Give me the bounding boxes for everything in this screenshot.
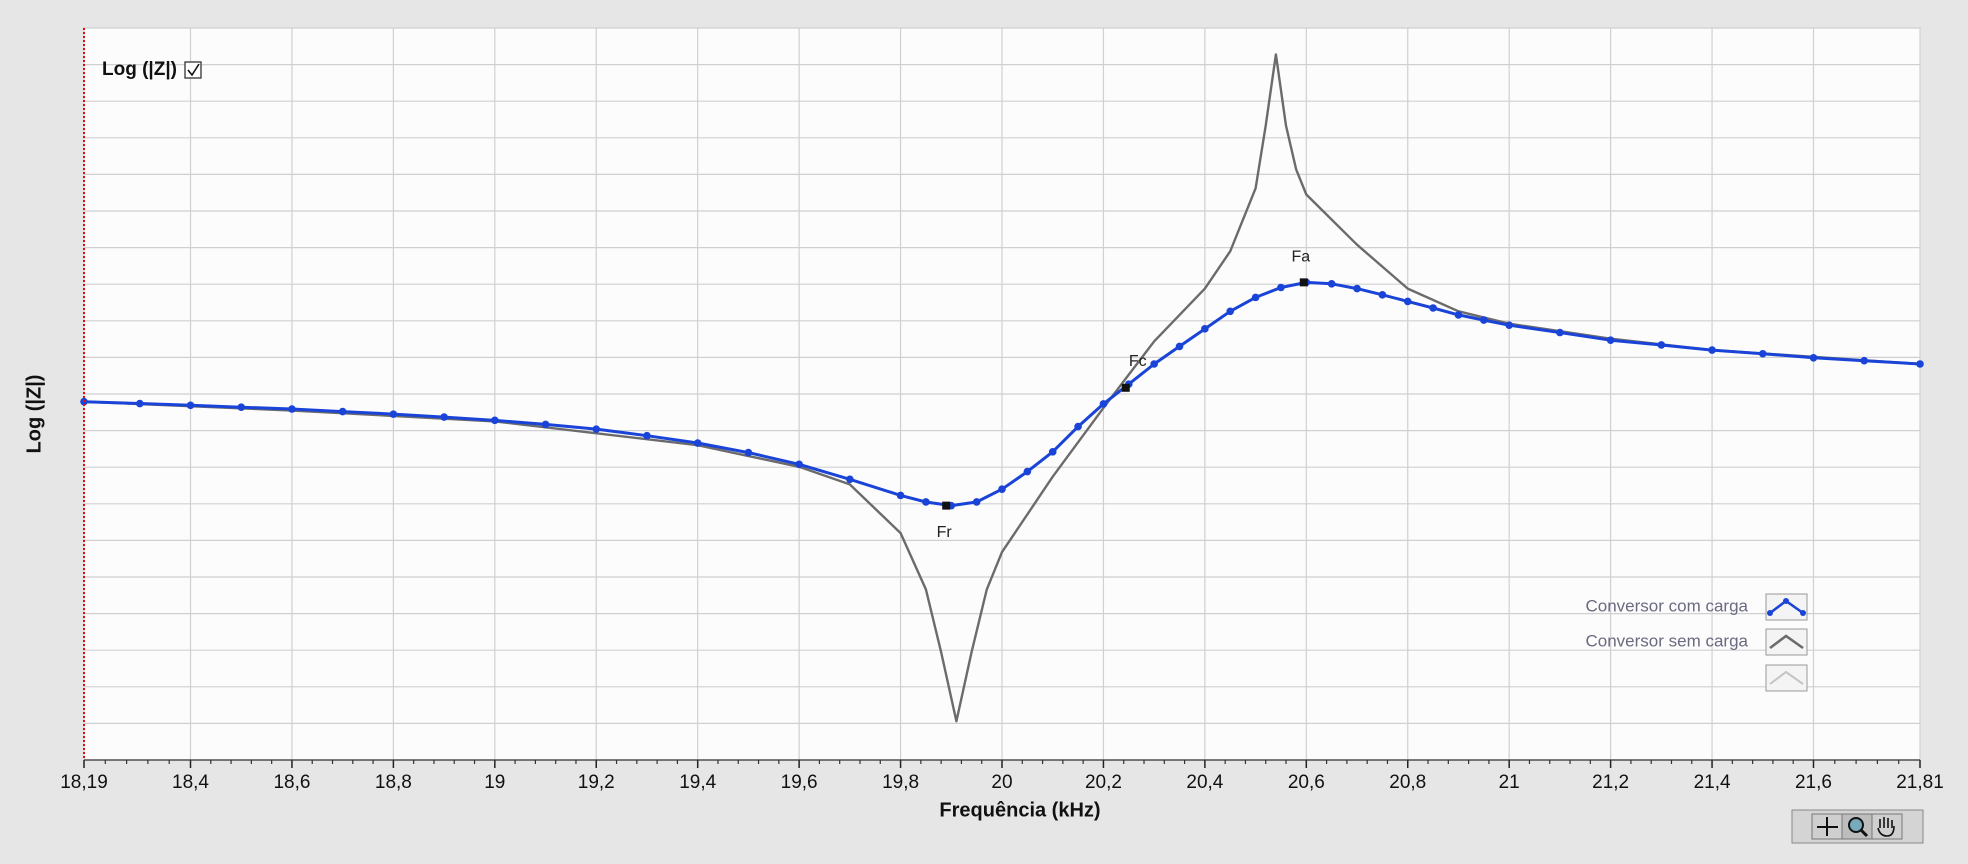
data-point	[1708, 346, 1716, 354]
legend-line	[1769, 634, 1804, 650]
data-point	[1860, 356, 1869, 365]
cursor-icon	[1817, 817, 1838, 836]
legend-marker	[1767, 610, 1773, 616]
x-tick-label: 19,6	[781, 772, 818, 793]
toolbar	[1791, 809, 1924, 844]
x-tick-label: 20,4	[1186, 772, 1223, 793]
x-tick-label: 21,81	[1896, 772, 1944, 793]
data-point	[237, 403, 246, 411]
annotation-marker	[942, 501, 951, 510]
x-tick-label: 19,8	[882, 772, 919, 793]
data-point	[744, 448, 753, 457]
data-point	[1099, 400, 1108, 408]
legend-marker	[1800, 610, 1806, 616]
x-axis-label: Frequência (kHz)	[939, 799, 1100, 821]
x-tick-label: 19	[484, 772, 505, 793]
data-point	[1150, 360, 1158, 368]
data-point	[922, 498, 930, 506]
data-point	[972, 498, 981, 506]
data-point	[846, 475, 854, 484]
pan-tool[interactable]	[1871, 813, 1903, 840]
data-point	[1429, 304, 1437, 312]
checkbox-check	[187, 63, 200, 77]
x-tick-label: 21	[1499, 772, 1520, 793]
data-point	[1505, 321, 1513, 329]
data-point	[1023, 467, 1032, 476]
data-point	[1480, 316, 1488, 324]
data-point	[491, 416, 499, 425]
data-point	[389, 410, 398, 418]
pan-icon	[1877, 817, 1895, 837]
legend-swatch	[1765, 628, 1808, 656]
x-tick-label: 19,4	[679, 772, 716, 793]
data-point	[1454, 311, 1463, 319]
data-point	[1556, 328, 1564, 337]
legend-marker	[1783, 598, 1789, 604]
data-point	[541, 420, 550, 429]
data-point	[1403, 297, 1412, 306]
plot-label: Log (|Z|)	[102, 59, 177, 80]
x-tick-label: 19,2	[578, 772, 615, 793]
data-point	[288, 405, 296, 413]
x-tick-label: 18,19	[60, 772, 108, 793]
data-point	[186, 401, 195, 410]
data-point	[1226, 307, 1235, 316]
series-group	[80, 53, 1924, 723]
data-point	[643, 431, 651, 440]
x-tick-label: 21,2	[1592, 772, 1629, 793]
data-point	[1657, 341, 1666, 349]
data-point	[896, 491, 905, 500]
data-point	[1327, 280, 1336, 288]
data-point	[1809, 353, 1818, 362]
x-tick-label: 21,4	[1694, 772, 1731, 793]
checkbox[interactable]	[184, 61, 202, 79]
data-point	[1916, 360, 1924, 368]
legend-label: Conversor com carga	[1585, 596, 1748, 615]
data-point	[1606, 336, 1615, 344]
legend: Conversor com carga Conversor sem carga	[1585, 593, 1808, 692]
data-point	[338, 407, 347, 416]
data-point	[1758, 349, 1767, 358]
data-point	[592, 425, 601, 433]
grid	[83, 27, 1921, 768]
x-tick-label: 18,8	[375, 772, 412, 793]
series-line	[83, 53, 1921, 723]
x-tick-label: 20	[991, 772, 1012, 793]
data-point	[998, 485, 1006, 493]
x-tick-label: 20,2	[1085, 772, 1122, 793]
x-tick-label: 18,6	[273, 772, 310, 793]
annotation-marker	[1121, 383, 1130, 392]
legend-line-empty	[1769, 670, 1804, 685]
legend-label: Conversor sem carga	[1585, 631, 1748, 650]
x-tick-label: 21,6	[1795, 772, 1832, 793]
zoom-icon	[1848, 817, 1864, 833]
x-tick-label: 20,8	[1389, 772, 1426, 793]
data-point	[1074, 422, 1082, 431]
annotation-label: Fa	[1291, 249, 1310, 266]
data-point	[440, 413, 448, 421]
zoom-handle	[1859, 828, 1869, 838]
data-point	[1277, 283, 1285, 292]
data-point	[693, 439, 702, 447]
annotation-label: Fr	[937, 524, 953, 541]
annotation-marker	[1299, 278, 1308, 287]
data-point	[1378, 291, 1387, 299]
data-point	[795, 460, 803, 469]
data-point	[1201, 325, 1209, 333]
data-point	[1048, 448, 1057, 456]
annotation-label: Fc	[1129, 353, 1147, 370]
data-point	[1251, 293, 1260, 302]
legend-swatch	[1765, 593, 1808, 621]
legend-swatch-empty	[1765, 664, 1808, 692]
x-tick-label: 20,6	[1288, 772, 1325, 793]
y-axis-label: Log (|Z|)	[23, 375, 45, 454]
data-point	[1175, 342, 1184, 351]
data-point	[1353, 284, 1361, 293]
data-point	[135, 399, 144, 408]
x-tick-label: 18,4	[172, 772, 209, 793]
